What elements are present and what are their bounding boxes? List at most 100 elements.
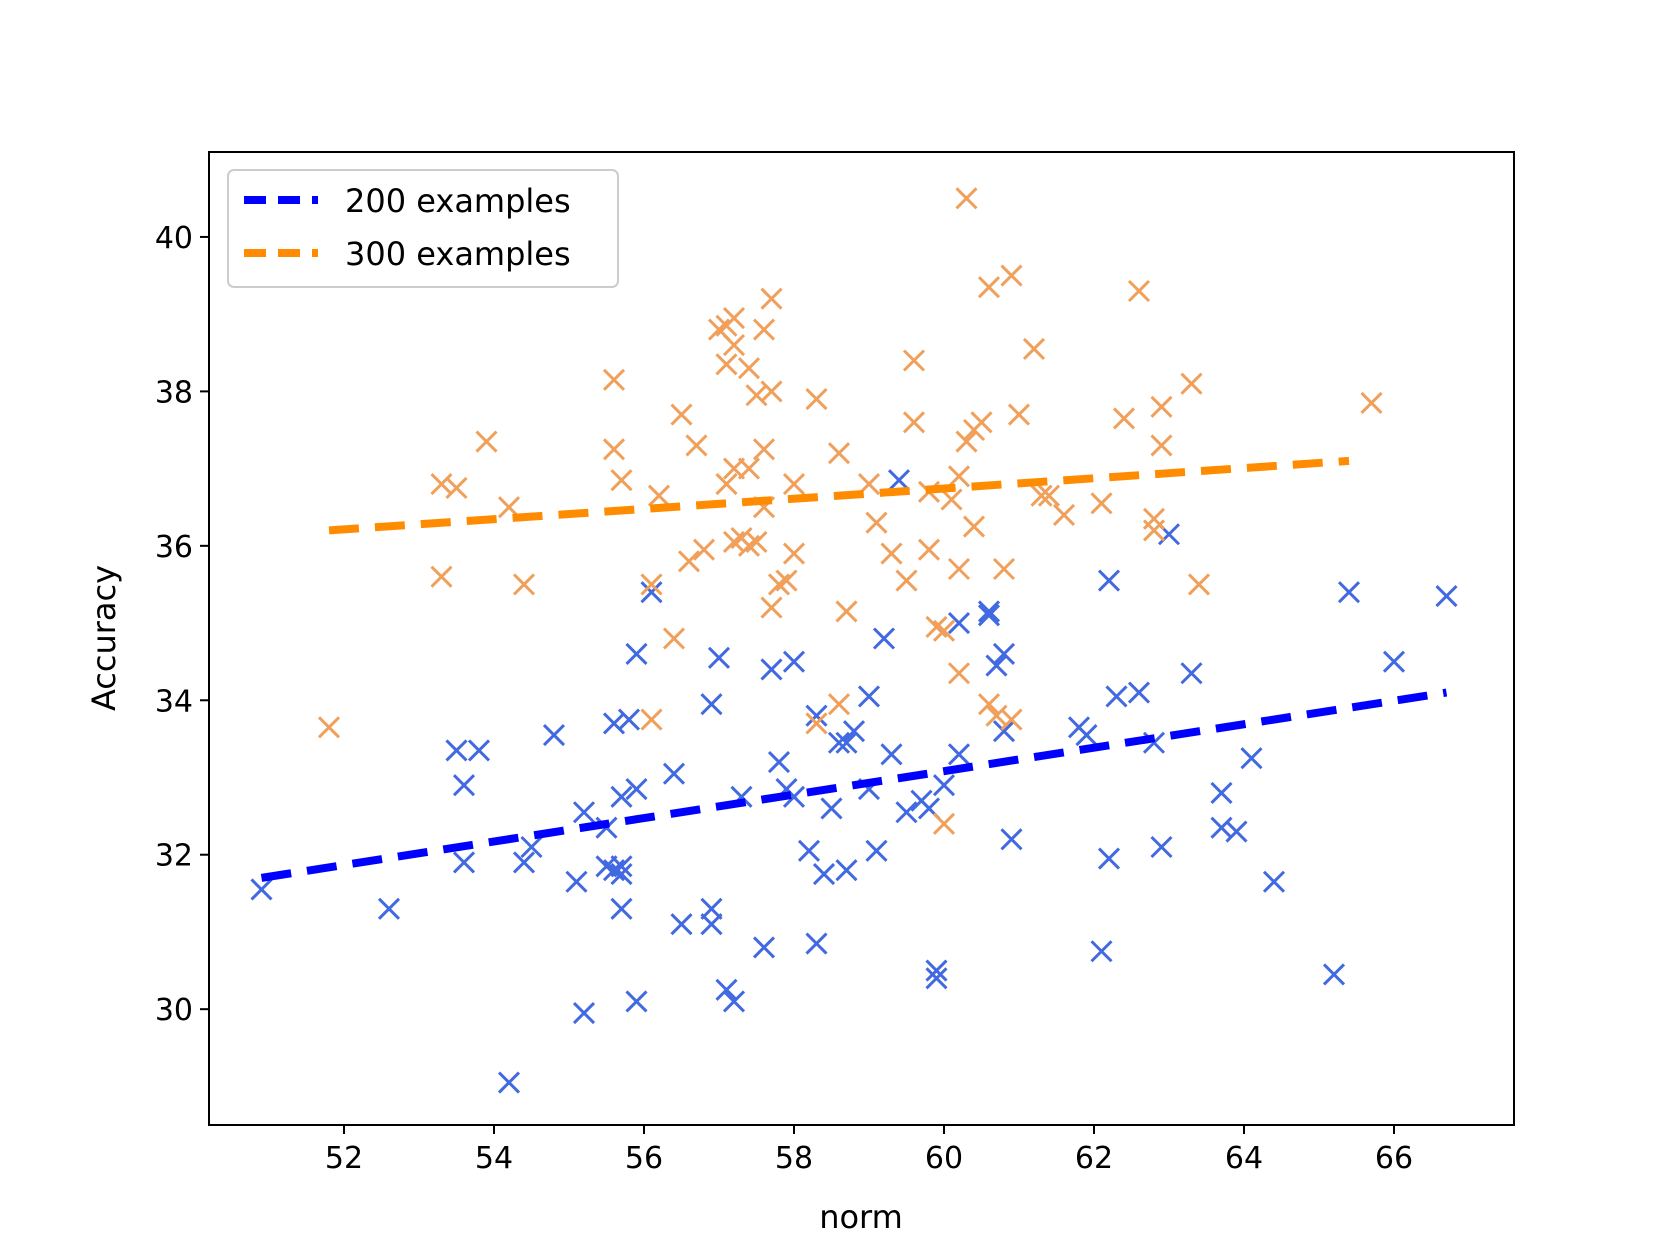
data-point (1210, 816, 1233, 839)
y-tick-label-32: 32 (155, 839, 193, 874)
data-point (1037, 484, 1061, 507)
data-point (1262, 870, 1286, 893)
data-point (467, 739, 491, 762)
data-point (902, 411, 926, 434)
data-point (835, 600, 858, 623)
data-point (985, 704, 1008, 727)
plot-frame (208, 151, 1515, 1126)
data-point (760, 287, 783, 310)
data-point (782, 472, 806, 496)
data-point (947, 557, 971, 581)
data-point (1127, 681, 1151, 704)
data-point (1022, 337, 1046, 360)
data-point (1435, 584, 1458, 608)
data-point (1322, 963, 1346, 986)
data-point (700, 693, 723, 716)
data-point (1150, 434, 1173, 457)
x-axis-ticks: 52 54 56 58 60 62 64 66 (325, 1125, 1413, 1176)
data-point (947, 743, 971, 766)
data-point (722, 306, 746, 330)
data-point (1097, 569, 1121, 592)
data-point (805, 704, 828, 727)
data-point (1210, 781, 1233, 805)
x-tick-label-64: 64 (1225, 1141, 1263, 1176)
data-point (1337, 581, 1361, 604)
data-point (955, 187, 978, 210)
data-point (1090, 940, 1113, 963)
data-point (1180, 662, 1203, 685)
data-point (617, 708, 641, 731)
data-point (722, 333, 746, 357)
data-point (917, 538, 941, 561)
data-point (602, 438, 626, 461)
data-point (1187, 573, 1211, 596)
data-point (745, 384, 768, 407)
plot-area (250, 187, 1458, 1094)
data-point (722, 990, 746, 1013)
data-point (452, 774, 476, 797)
data-point (835, 731, 858, 754)
data-point (647, 484, 671, 507)
x-tick-label-56: 56 (625, 1141, 663, 1176)
x-tick-label-62: 62 (1075, 1141, 1113, 1176)
data-point (940, 488, 963, 511)
data-point (992, 720, 1016, 743)
data-point (887, 469, 911, 492)
data-point (977, 600, 1001, 623)
x-tick-label-54: 54 (475, 1141, 513, 1176)
data-point (782, 542, 806, 565)
data-point (872, 627, 896, 650)
trend-line-200-examples (260, 688, 1448, 882)
data-point (805, 388, 828, 411)
data-point (1075, 723, 1098, 747)
legend: 200 examples 300 examples (227, 169, 619, 288)
x-tick-label-66: 66 (1375, 1141, 1413, 1176)
data-point (1090, 492, 1113, 515)
data-point (692, 538, 716, 561)
data-point (497, 1071, 521, 1094)
data-point (760, 658, 783, 681)
y-tick-label-36: 36 (155, 530, 193, 565)
data-point (782, 650, 806, 673)
data-point (865, 511, 888, 534)
data-point (715, 472, 738, 496)
data-point (902, 349, 926, 372)
data-point (1000, 264, 1023, 287)
data-point (737, 357, 761, 380)
data-point (700, 913, 723, 936)
x-tick-label-58: 58 (775, 1141, 813, 1176)
data-point (662, 627, 686, 650)
data-point (512, 851, 536, 874)
series-200-examples (250, 469, 1458, 1094)
data-point (1142, 519, 1166, 542)
data-point (932, 812, 956, 835)
data-point (835, 859, 858, 882)
data-point (685, 434, 708, 457)
data-point (752, 318, 776, 341)
legend-label-300-examples: 300 examples (345, 235, 571, 273)
data-point (520, 835, 543, 859)
legend-label-200-examples: 200 examples (345, 182, 571, 220)
data-point (377, 897, 401, 920)
data-point (317, 716, 341, 739)
data-point (1030, 484, 1053, 507)
data-point (610, 785, 633, 808)
data-point (992, 557, 1016, 581)
data-point (625, 990, 648, 1013)
data-point (1000, 828, 1023, 851)
data-point (670, 913, 693, 936)
data-point (827, 442, 851, 465)
data-point (610, 469, 633, 492)
data-point (820, 797, 843, 820)
y-tick-label-34: 34 (155, 684, 193, 719)
data-point (895, 801, 918, 824)
data-point (1150, 835, 1173, 859)
data-point (752, 936, 776, 959)
data-point (745, 530, 768, 554)
data-point (760, 380, 783, 403)
data-point (947, 611, 971, 635)
data-point (1105, 685, 1128, 708)
data-point (955, 430, 978, 453)
data-point (1052, 503, 1076, 527)
